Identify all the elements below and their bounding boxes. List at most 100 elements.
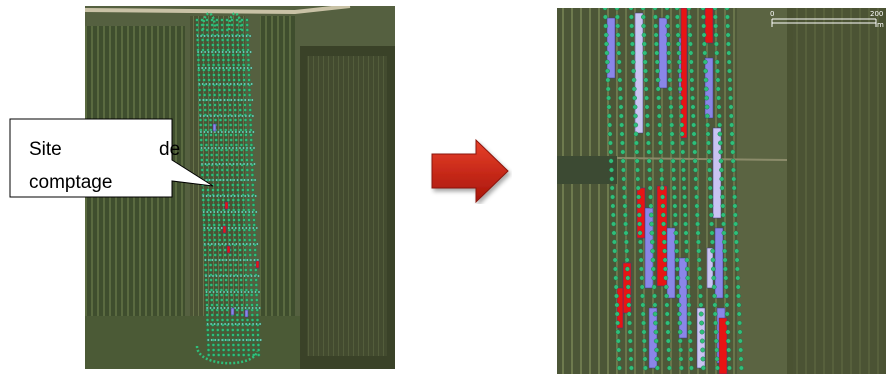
tree-marker <box>234 322 237 326</box>
tree-marker <box>254 210 258 214</box>
tree-marker <box>248 253 252 257</box>
tree-marker <box>206 333 210 337</box>
tree-marker <box>216 348 221 352</box>
tree-marker <box>701 23 707 29</box>
tree-marker <box>720 203 726 209</box>
sample-rect <box>644 207 654 289</box>
tree-marker <box>216 43 220 47</box>
tree-marker <box>204 133 208 137</box>
tree-marker <box>199 143 204 147</box>
tree-marker <box>716 113 722 119</box>
scale-bar-graphic <box>771 18 877 27</box>
tree-marker <box>251 348 256 352</box>
tree-marker <box>249 268 253 272</box>
tree-marker <box>250 318 255 322</box>
tree-marker <box>228 162 232 166</box>
tree-marker <box>231 353 236 357</box>
tree-marker <box>651 284 657 290</box>
tree-marker <box>243 82 246 86</box>
tree-marker <box>630 41 635 47</box>
tree-marker <box>631 77 637 83</box>
tree-marker <box>219 278 223 282</box>
tree-marker <box>251 210 254 214</box>
tree-marker <box>240 318 245 322</box>
tree-marker <box>705 140 711 146</box>
tree-marker <box>220 242 224 246</box>
tree-marker <box>235 313 240 317</box>
tree-marker <box>687 329 693 335</box>
tree-marker <box>208 253 212 257</box>
tree-marker <box>205 28 210 32</box>
tree-marker <box>235 162 239 166</box>
tree-marker <box>730 149 736 155</box>
tree-marker <box>639 266 644 272</box>
tree-marker <box>203 242 207 246</box>
tree-marker <box>626 293 631 299</box>
tree-marker <box>615 320 620 326</box>
tree-marker <box>226 290 229 294</box>
tree-marker <box>214 153 219 157</box>
tree-marker <box>621 176 627 182</box>
tree-marker <box>226 48 230 52</box>
tree-marker <box>652 302 658 308</box>
tree-marker <box>616 356 622 362</box>
tree-marker <box>236 203 241 207</box>
tree-marker <box>693 185 699 191</box>
tree-marker <box>220 173 225 177</box>
tree-marker <box>239 82 243 86</box>
tree-marker <box>245 23 249 27</box>
tree-marker <box>244 293 249 297</box>
tree-marker <box>222 88 227 92</box>
tree-marker <box>720 212 726 218</box>
tree-marker <box>219 283 224 287</box>
tree-marker <box>211 58 216 62</box>
tree-marker <box>213 226 217 230</box>
tree-marker <box>249 146 252 150</box>
left-orchard-east <box>260 16 295 316</box>
tree-marker <box>622 203 628 209</box>
tree-marker <box>229 128 233 132</box>
tree-marker <box>214 133 218 137</box>
tree-marker <box>207 93 212 97</box>
tree-marker <box>613 275 619 281</box>
tree-marker <box>239 148 244 152</box>
tree-marker <box>209 98 212 102</box>
tree-marker <box>219 194 222 198</box>
tree-marker <box>629 365 634 371</box>
tree-marker <box>217 93 222 97</box>
tree-marker <box>699 338 705 344</box>
tree-marker <box>198 118 203 122</box>
tree-marker <box>241 348 246 352</box>
tree-marker <box>212 88 217 92</box>
tree-marker <box>228 253 232 257</box>
tree-marker <box>233 108 237 112</box>
tree-marker <box>683 221 689 227</box>
tree-marker <box>639 275 645 281</box>
tree-marker <box>717 131 723 137</box>
tree-marker <box>252 233 257 237</box>
tree-marker <box>204 138 208 142</box>
tree-marker <box>654 41 659 47</box>
tree-marker <box>609 185 615 191</box>
tree-marker <box>230 226 234 230</box>
tree-marker <box>205 38 210 42</box>
tree-marker <box>729 131 735 137</box>
tree-marker <box>719 176 725 182</box>
sample-rect <box>658 17 668 89</box>
tree-marker <box>632 113 638 119</box>
tree-marker <box>233 290 236 294</box>
tree-marker <box>225 158 229 162</box>
scale-unit-label: m <box>877 21 884 29</box>
tree-marker <box>253 248 257 252</box>
tree-marker <box>206 353 211 357</box>
tree-marker <box>667 68 672 74</box>
tree-marker <box>652 8 658 11</box>
tree-marker <box>203 253 207 257</box>
tree-marker <box>246 328 250 332</box>
tree-marker <box>228 123 233 127</box>
tree-marker <box>687 320 693 326</box>
tree-marker <box>242 228 247 232</box>
tree-marker <box>223 108 227 112</box>
tree-marker <box>218 258 221 262</box>
tree-marker <box>242 233 247 237</box>
